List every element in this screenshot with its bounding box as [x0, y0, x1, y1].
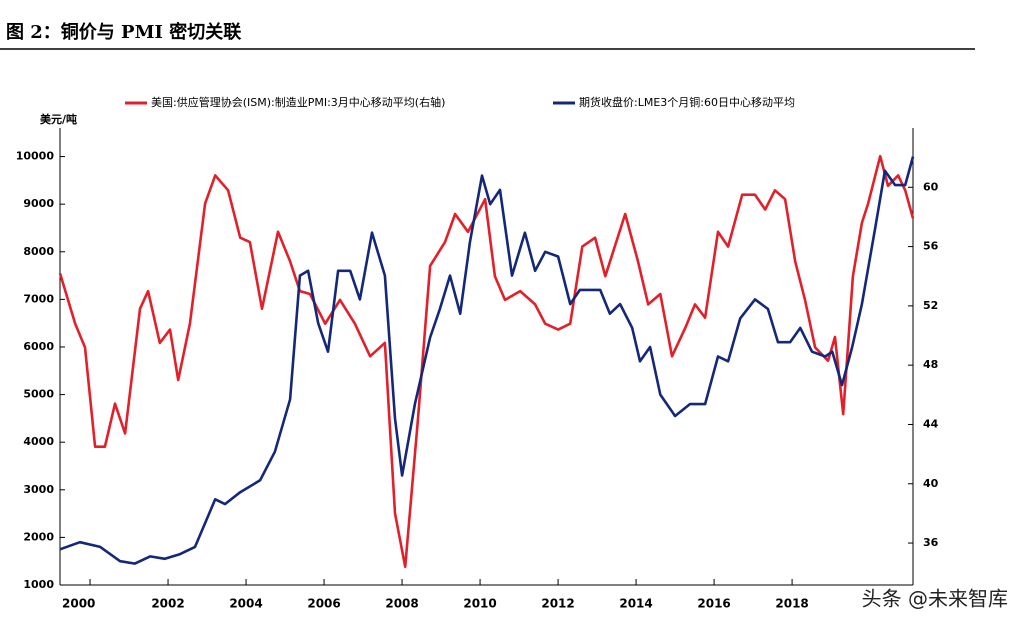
- y-tick-label: 9000: [23, 197, 54, 210]
- y-tick-label: 3000: [23, 483, 54, 496]
- y-tick-label: 10000: [16, 150, 55, 163]
- x-tick-label: 2014: [619, 597, 652, 611]
- y-tick-label: 7000: [23, 292, 54, 305]
- x-tick-label: 2016: [697, 597, 730, 611]
- y-tick-label: 2000: [23, 530, 54, 543]
- series-line: [59, 156, 915, 565]
- x-tick-label: 2012: [541, 597, 574, 611]
- y-tick-label: 8000: [23, 245, 54, 258]
- x-tick-label: 2004: [229, 597, 262, 611]
- y2-tick-label: 56: [923, 240, 939, 253]
- y-tick-label: 6000: [23, 340, 54, 353]
- y2-tick-label: 36: [923, 536, 939, 549]
- y-tick-label: 4000: [23, 435, 54, 448]
- y-tick-label: 1000: [23, 578, 54, 591]
- y2-tick-label: 52: [923, 299, 938, 312]
- legend-label: 美国:供应管理协会(ISM):制造业PMI:3月中心移动平均(右轴): [151, 95, 445, 109]
- x-tick-label: 2010: [463, 597, 496, 611]
- y2-tick-label: 40: [923, 477, 939, 490]
- y2-tick-label: 60: [923, 180, 939, 193]
- x-tick-label: 2002: [151, 597, 184, 611]
- y-axis-unit: 美元/吨: [40, 112, 77, 126]
- x-tick-label: 2018: [775, 597, 808, 611]
- series-line: [58, 154, 915, 569]
- y-tick-label: 5000: [23, 388, 54, 401]
- x-tick-label: 2006: [307, 597, 340, 611]
- watermark: 头条 @未来智库: [862, 587, 1008, 611]
- legend-label: 期货收盘价:LME3个月铜:60日中心移动平均: [579, 95, 795, 109]
- figure-title: 图 2：铜价与 PMI 密切关联: [6, 21, 241, 43]
- x-tick-label: 2008: [385, 597, 418, 611]
- y2-tick-label: 48: [923, 358, 938, 371]
- y2-tick-label: 44: [923, 417, 939, 430]
- x-tick-label: 2000: [62, 597, 95, 611]
